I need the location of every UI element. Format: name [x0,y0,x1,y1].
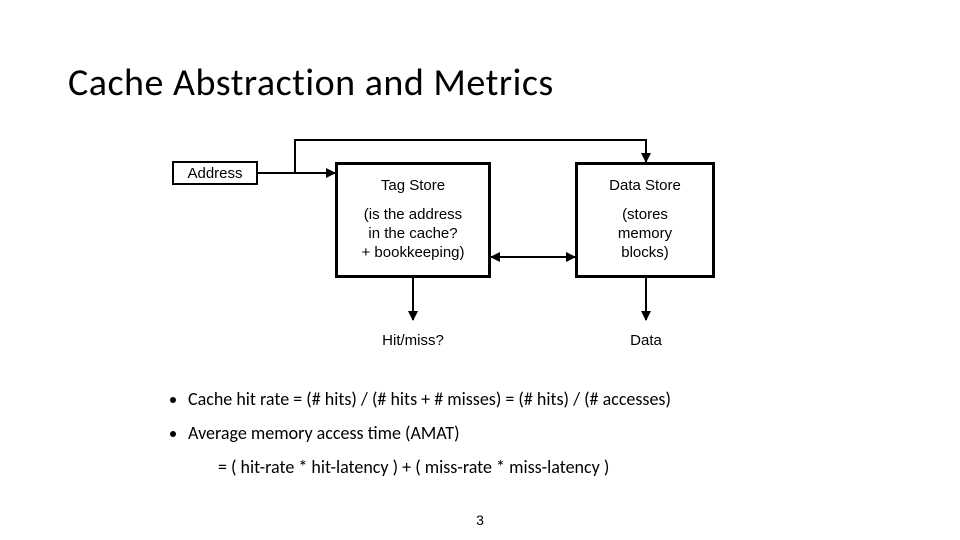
page-number: 3 [0,512,960,528]
bullet-list: Cache hit rate = (# hits) / (# hits + # … [170,388,671,478]
slide: Cache Abstraction and Metrics Address Ta… [0,0,960,540]
bullet-amat: Average memory access time (AMAT) [188,422,671,444]
amat-formula: = ( hit-rate * hit-latency ) + ( miss-ra… [218,456,671,478]
bullet-hit-rate: Cache hit rate = (# hits) / (# hits + # … [188,388,671,410]
